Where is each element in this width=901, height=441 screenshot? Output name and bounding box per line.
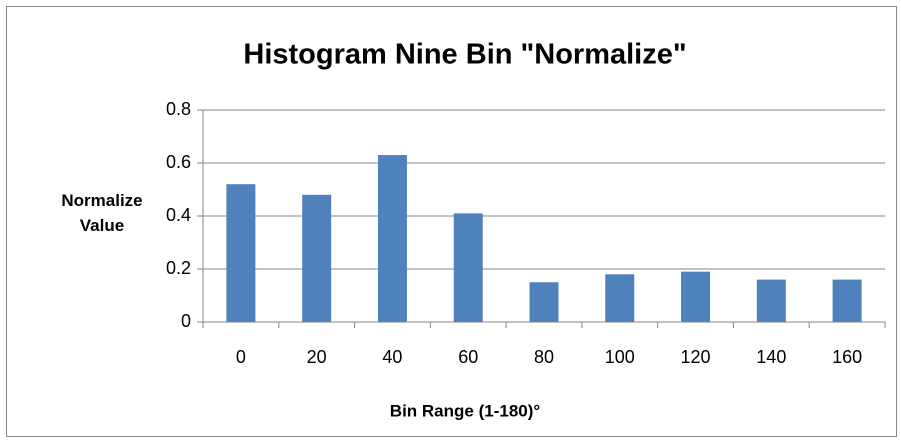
bar bbox=[605, 274, 635, 322]
x-tick-label: 140 bbox=[756, 347, 786, 367]
x-tick-label: 100 bbox=[605, 347, 635, 367]
x-tick-label: 20 bbox=[307, 347, 327, 367]
chart-title: Histogram Nine Bin "Normalize" bbox=[243, 39, 686, 71]
bar bbox=[529, 282, 559, 322]
x-tick-label: 0 bbox=[236, 347, 246, 367]
y-tick-label: 0.8 bbox=[166, 99, 191, 119]
bar bbox=[302, 194, 332, 322]
chart-border bbox=[6, 6, 897, 437]
bar bbox=[226, 184, 256, 322]
bar bbox=[453, 213, 483, 322]
y-tick-label: 0.4 bbox=[166, 205, 191, 225]
bar bbox=[756, 279, 786, 322]
x-tick-label: 60 bbox=[458, 347, 478, 367]
y-tick-label: 0 bbox=[181, 311, 191, 331]
bar bbox=[832, 279, 862, 322]
x-tick-label: 80 bbox=[534, 347, 554, 367]
y-axis-title: Normalize Value bbox=[61, 191, 143, 235]
x-tick-label: 40 bbox=[382, 347, 402, 367]
x-axis-title: Bin Range (1-180)° bbox=[390, 401, 541, 420]
y-tick-label: 0.2 bbox=[166, 258, 191, 278]
bar bbox=[377, 155, 407, 322]
bar bbox=[681, 271, 711, 322]
y-tick-label: 0.6 bbox=[166, 152, 191, 172]
x-tick-label: 120 bbox=[681, 347, 711, 367]
x-tick-label: 160 bbox=[832, 347, 862, 367]
